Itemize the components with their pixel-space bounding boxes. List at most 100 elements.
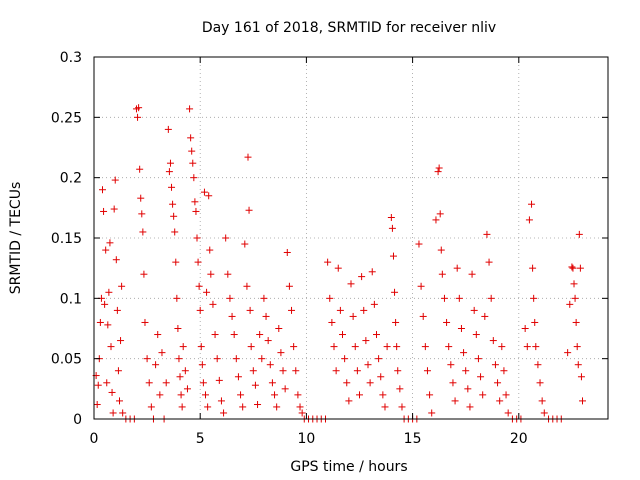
data-point (377, 373, 385, 381)
data-point (500, 367, 508, 375)
y-tick-label: 0.1 (60, 291, 82, 307)
data-point (141, 318, 149, 326)
data-point (394, 367, 402, 375)
data-point (388, 224, 396, 232)
data-point (532, 343, 540, 351)
y-tick-label: 0.15 (51, 231, 82, 247)
data-point (118, 282, 126, 290)
data-point (292, 367, 300, 375)
data-point (200, 188, 208, 196)
data-point (298, 409, 306, 417)
data-point (169, 200, 177, 208)
data-point (170, 212, 178, 220)
data-point (275, 325, 283, 332)
grid (94, 57, 608, 419)
data-point (168, 183, 176, 191)
data-point (137, 194, 145, 202)
data-point (196, 306, 204, 314)
data-point (504, 409, 512, 417)
y-tick-label: 0 (73, 412, 82, 428)
data-point (173, 294, 181, 302)
data-point (353, 367, 361, 375)
data-point (264, 337, 272, 345)
data-point (347, 280, 355, 288)
data-point (564, 349, 572, 357)
data-point (529, 264, 537, 272)
data-point (193, 234, 201, 242)
data-point (98, 186, 106, 194)
data-point (428, 409, 436, 417)
data-point (421, 343, 429, 351)
data-point (192, 207, 200, 215)
data-point (273, 403, 281, 411)
data-point (447, 361, 455, 369)
x-tick-label: 20 (510, 431, 528, 447)
data-point (112, 256, 120, 264)
data-point (206, 246, 214, 254)
data-point (241, 240, 249, 248)
data-point (109, 409, 117, 417)
data-point (245, 206, 253, 214)
data-point (101, 300, 109, 308)
data-point (334, 264, 342, 272)
data-point (328, 318, 336, 326)
data-point (115, 397, 123, 405)
data-point (228, 312, 236, 320)
data-point (102, 246, 110, 254)
data-point (360, 306, 368, 314)
data-point (487, 294, 495, 302)
data-point (285, 282, 293, 290)
data-point (143, 355, 151, 363)
data-point (230, 331, 238, 339)
data-point (393, 343, 401, 351)
data-point (246, 306, 254, 314)
data-point (358, 273, 366, 281)
data-point (466, 403, 474, 411)
data-point (521, 325, 529, 332)
data-point (243, 282, 251, 290)
data-point (355, 391, 363, 399)
data-point (207, 270, 215, 278)
data-point (237, 391, 245, 399)
data-point (381, 403, 389, 411)
data-point (100, 207, 108, 215)
data-point (266, 361, 274, 369)
data-point (364, 361, 372, 369)
data-point (281, 385, 289, 393)
data-point (213, 355, 221, 363)
y-tick-label: 0.25 (51, 110, 82, 126)
x-tick-label: 5 (196, 431, 205, 447)
data-point (383, 343, 391, 351)
data-point (188, 147, 196, 155)
data-point (268, 379, 276, 387)
data-point (117, 337, 125, 345)
x-axis-label: GPS time / hours (290, 459, 407, 475)
data-point (139, 228, 147, 236)
data-point (372, 331, 380, 339)
data-point (528, 200, 536, 208)
data-point (351, 343, 359, 351)
data-point (197, 343, 205, 351)
data-point (205, 192, 213, 200)
data-point (574, 361, 582, 369)
data-point (538, 397, 546, 405)
data-point (502, 391, 510, 399)
data-point (283, 248, 291, 256)
data-point (145, 379, 153, 387)
data-point (345, 397, 353, 405)
data-point (435, 164, 443, 172)
data-point (166, 159, 174, 167)
data-point (135, 104, 143, 112)
data-point (226, 294, 234, 302)
data-point (432, 216, 440, 224)
data-point (110, 205, 118, 213)
data-point (249, 367, 257, 375)
data-point (174, 325, 182, 332)
data-point (279, 367, 287, 375)
data-point (277, 349, 285, 357)
data-point (485, 258, 493, 266)
x-tick-label: 0 (90, 431, 99, 447)
data-point (474, 355, 482, 363)
data-point (453, 264, 461, 272)
